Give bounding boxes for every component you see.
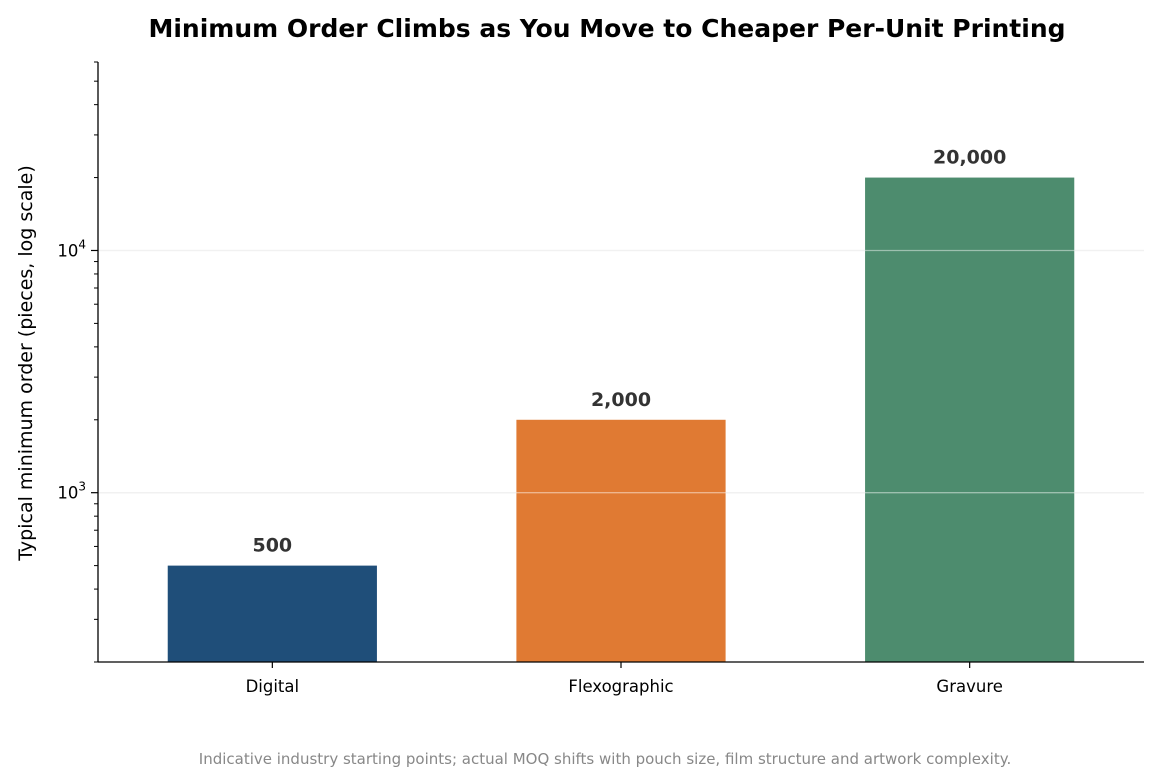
bars xyxy=(167,177,1075,662)
data-label-digital: 500 xyxy=(252,535,292,557)
bar-flexographic xyxy=(516,419,726,662)
axes: Digital Flexographic Gravure 103 104 xyxy=(57,61,1144,696)
data-label-gravure: 20,000 xyxy=(933,147,1006,169)
y-tick-label-1: 104 xyxy=(57,237,86,260)
chart-title: Minimum Order Climbs as You Move to Chea… xyxy=(148,14,1065,43)
bar-gravure xyxy=(865,177,1075,662)
data-labels: 500 2,000 20,000 xyxy=(98,147,1144,557)
data-label-flexographic: 2,000 xyxy=(591,389,651,411)
x-tick-label-digital: Digital xyxy=(246,677,300,696)
x-tick-label-gravure: Gravure xyxy=(936,677,1002,696)
footnote: Indicative industry starting points; act… xyxy=(199,750,1011,768)
y-tick-label-0: 103 xyxy=(57,480,86,503)
y-axis-label: Typical minimum order (pieces, log scale… xyxy=(15,165,37,561)
bar-digital xyxy=(167,565,377,662)
x-tick-label-flexographic: Flexographic xyxy=(568,677,673,696)
